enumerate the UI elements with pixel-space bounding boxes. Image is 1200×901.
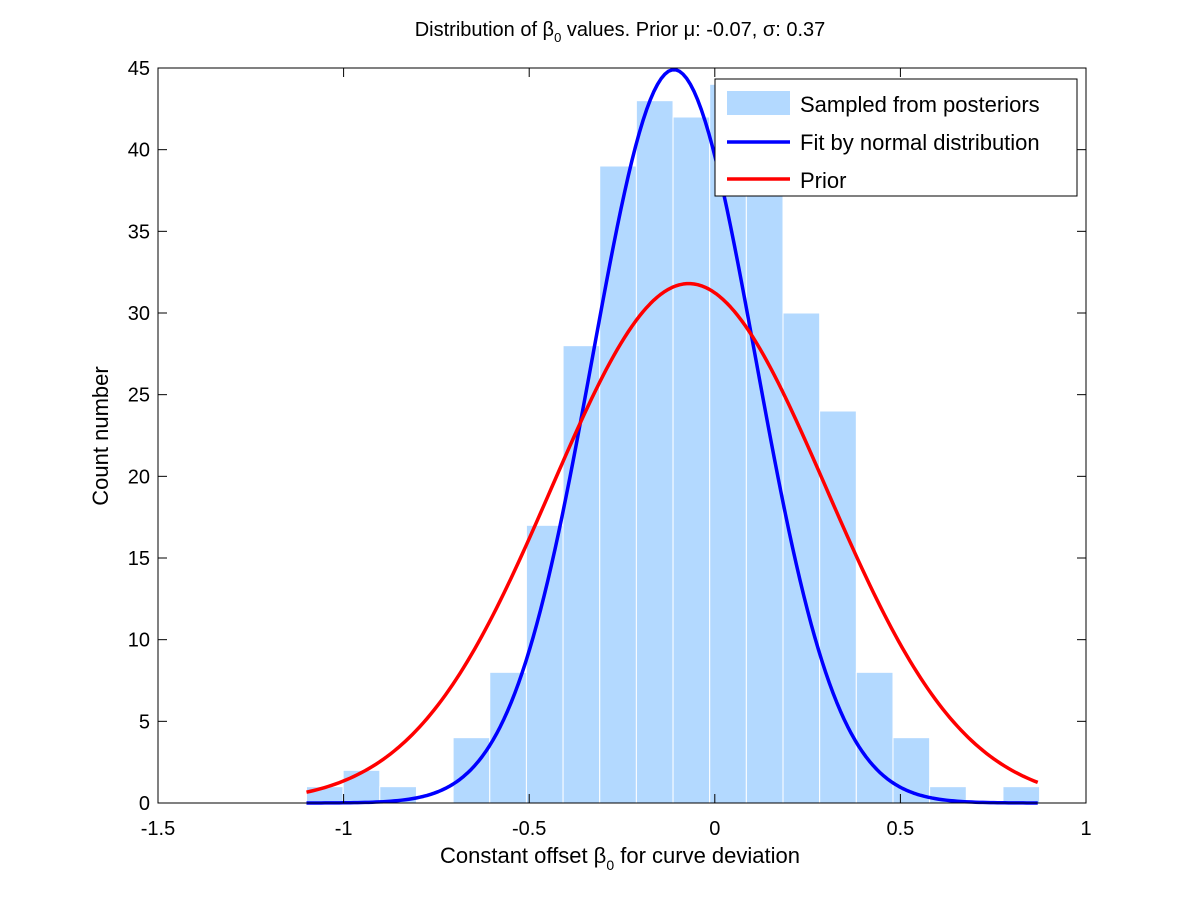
legend-label-fit: Fit by normal distribution	[800, 130, 1040, 155]
x-tick-label: -1.5	[141, 818, 175, 840]
y-tick-label: 15	[128, 548, 150, 570]
y-tick-label: 20	[128, 466, 150, 488]
y-tick-label: 10	[128, 630, 150, 652]
legend-swatch-histogram	[727, 91, 790, 115]
y-tick-labels: 0 5 10 15 20 25 30 35 40 45	[128, 58, 150, 815]
plot-frame	[157, 67, 1087, 804]
y-tick-label: 40	[128, 140, 150, 162]
y-tick-label: 45	[128, 58, 150, 80]
axis-ticks	[157, 67, 1087, 804]
x-tick-label: -0.5	[512, 818, 546, 840]
histogram-bar	[599, 165, 637, 804]
y-tick-label: 25	[128, 385, 150, 407]
x-tick-label: 0	[709, 818, 720, 840]
fit-curves	[306, 68, 1039, 805]
y-tick-label: 0	[139, 793, 150, 815]
x-tick-label: 1	[1080, 818, 1091, 840]
legend: Sampled from posteriors Fit by normal di…	[714, 78, 1078, 197]
histogram-bar	[855, 671, 894, 804]
legend-label-histogram: Sampled from posteriors	[800, 92, 1040, 117]
histogram-bar	[782, 312, 821, 804]
chart-title: Distribution of β0 values. Prior μ: -0.0…	[415, 19, 826, 45]
fit-normal-curve	[306, 68, 1038, 805]
y-axis-label: Count number	[88, 366, 113, 505]
y-tick-label: 5	[139, 711, 150, 733]
histogram-bar	[525, 524, 564, 804]
x-tick-label: 0.5	[886, 818, 914, 840]
y-tick-label: 35	[128, 221, 150, 243]
histogram-bar	[745, 165, 784, 804]
histogram-bar	[635, 100, 674, 804]
x-axis-label: Constant offset β0 for curve deviation	[440, 843, 800, 873]
histogram-bar	[819, 410, 857, 804]
x-tick-label: -1	[335, 818, 353, 840]
prior-curve	[306, 281, 1039, 794]
legend-label-prior: Prior	[800, 168, 846, 193]
y-tick-label: 30	[128, 303, 150, 325]
histogram-bar	[342, 769, 381, 804]
histogram-bar	[1002, 786, 1041, 804]
histogram-bar	[672, 116, 711, 804]
x-tick-labels: -1.5 -1 -0.5 0 0.5 1	[141, 818, 1092, 840]
